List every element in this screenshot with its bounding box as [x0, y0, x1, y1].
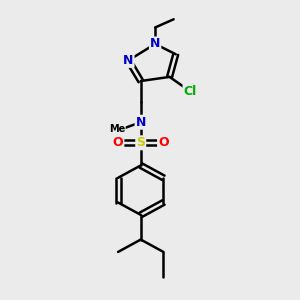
Text: Cl: Cl: [184, 85, 197, 98]
Text: O: O: [113, 136, 123, 149]
Text: N: N: [136, 116, 146, 129]
Text: S: S: [136, 136, 145, 149]
Text: O: O: [158, 136, 169, 149]
Text: N: N: [150, 38, 160, 50]
Text: Me: Me: [109, 124, 125, 134]
Text: N: N: [123, 54, 134, 67]
